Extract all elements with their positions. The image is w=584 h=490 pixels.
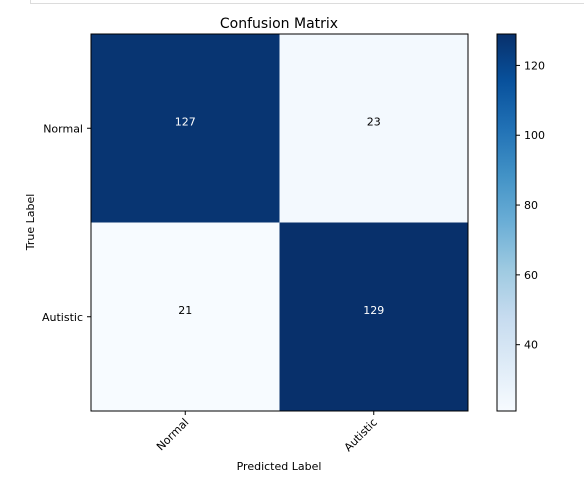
colorbar-tick-label: 120 [524,59,545,72]
cell-value-label: 129 [363,304,384,317]
y-axis-label: True Label [24,194,37,252]
colorbar-tick-label: 100 [524,129,545,142]
colorbar [496,33,517,412]
y-axis-ticks: Normal Autistic [42,122,91,324]
matrix-cell-1-0 [91,222,280,411]
colorbar-ticks: 40 60 80 100 120 [516,59,545,352]
cell-value-label: 23 [367,115,381,128]
cell-value-label: 127 [175,115,196,128]
matrix-cell-1-1 [279,222,468,411]
plot-frame [90,33,469,412]
x-axis-label: Predicted Label [237,460,322,473]
matrix-cell-labels: 127 23 21 129 [175,115,385,317]
matrix-cells [91,34,468,411]
top-frame-edge [30,0,584,4]
x-tick-label: Autistic [342,416,380,454]
x-tick-label: Normal [154,416,191,453]
y-tick-label: Autistic [42,311,83,324]
y-tick-label: Normal [43,122,83,135]
chart-title: Confusion Matrix [220,16,338,32]
matrix-cell-0-1 [279,34,468,223]
colorbar-tick-label: 40 [524,339,538,352]
x-axis-ticks: Normal Autistic [154,411,380,454]
cell-value-label: 21 [178,304,192,317]
colorbar-tick-label: 80 [524,199,538,212]
colorbar-tick-label: 60 [524,269,538,282]
matrix-cell-0-0 [91,34,280,223]
